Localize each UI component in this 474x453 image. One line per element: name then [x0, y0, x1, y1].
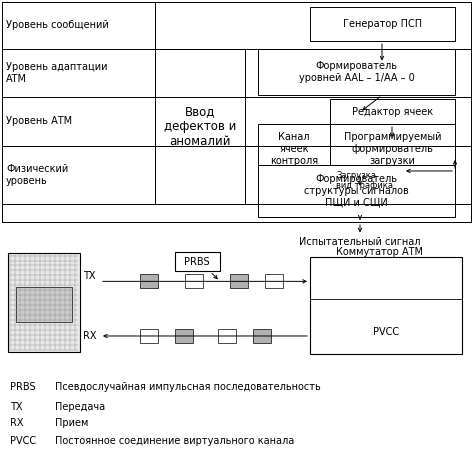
Bar: [310, 8, 455, 41]
Text: Ввод
дефектов и
аномалий: Ввод дефектов и аномалий: [164, 105, 236, 148]
Bar: [258, 165, 455, 217]
Bar: [175, 329, 193, 343]
Bar: [218, 329, 236, 343]
Text: TX: TX: [10, 402, 22, 412]
Bar: [258, 175, 308, 184]
Bar: [8, 253, 80, 352]
Bar: [258, 48, 455, 95]
Bar: [185, 275, 203, 288]
Text: TX: TX: [83, 271, 95, 281]
Text: Формирователь
структуры сигналов
ПЩИ и СЩИ: Формирователь структуры сигналов ПЩИ и С…: [304, 174, 409, 207]
Bar: [258, 124, 330, 174]
Bar: [140, 329, 158, 343]
Text: Редактор ячеек: Редактор ячеек: [352, 106, 433, 117]
Bar: [253, 329, 271, 343]
Text: PVCC: PVCC: [373, 327, 399, 337]
Text: Уровень адаптации
АТМ: Уровень адаптации АТМ: [6, 62, 108, 84]
Bar: [265, 275, 283, 288]
Bar: [175, 251, 220, 271]
Text: Канал
ячеек
контроля: Канал ячеек контроля: [270, 132, 318, 166]
Text: PRBS: PRBS: [184, 256, 210, 266]
Text: Передача: Передача: [55, 402, 105, 412]
Bar: [330, 124, 455, 174]
Text: PVCC: PVCC: [10, 436, 36, 446]
Text: Генератор ПСП: Генератор ПСП: [343, 19, 422, 29]
Bar: [310, 256, 462, 354]
Bar: [230, 275, 248, 288]
Text: Загрузка
вид трафика: Загрузка вид трафика: [336, 171, 393, 190]
Text: Коммутатор АТМ: Коммутатор АТМ: [337, 246, 423, 256]
Bar: [16, 287, 72, 322]
Text: Псевдослучайная импульсная последовательность: Псевдослучайная импульсная последователь…: [55, 382, 321, 392]
Text: Уровень сообщений: Уровень сообщений: [6, 20, 109, 30]
Text: Прием: Прием: [55, 418, 88, 428]
Text: Испытательный сигнал: Испытательный сигнал: [299, 237, 421, 247]
Text: Программируемый
формирователь
загрузки: Программируемый формирователь загрузки: [344, 132, 441, 166]
Text: RX: RX: [83, 331, 97, 341]
Text: Уровень АТМ: Уровень АТМ: [6, 116, 72, 126]
Text: Физический
уровень: Физический уровень: [6, 164, 68, 186]
Bar: [262, 177, 270, 182]
Text: PRBS: PRBS: [10, 382, 36, 392]
Bar: [155, 48, 245, 204]
Text: Постоянное соединение виртуального канала: Постоянное соединение виртуального канал…: [55, 436, 294, 446]
Bar: [330, 99, 455, 124]
Text: RX: RX: [10, 418, 24, 428]
Bar: [140, 275, 158, 288]
Text: Формирователь
уровней AAL – 1/AA – 0: Формирователь уровней AAL – 1/AA – 0: [299, 61, 414, 83]
